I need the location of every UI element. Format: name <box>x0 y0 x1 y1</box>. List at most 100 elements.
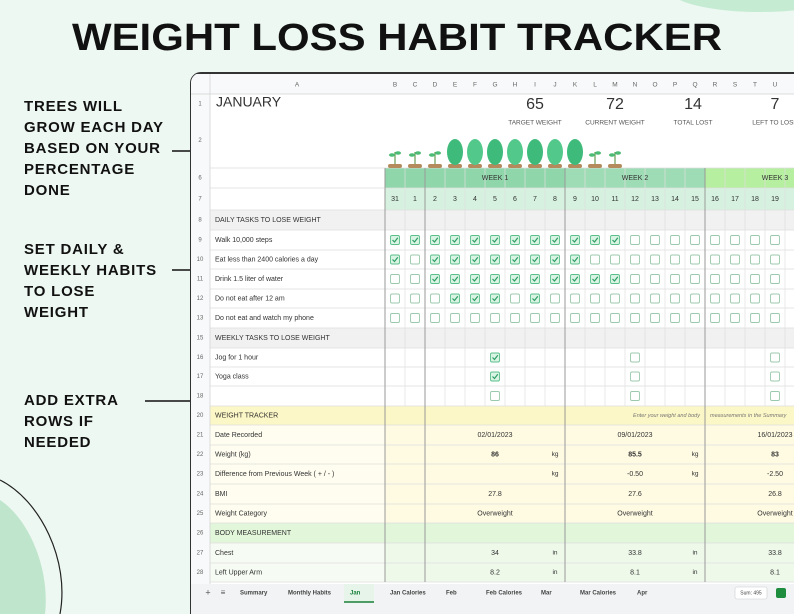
cell-value: 27.8 <box>488 491 502 498</box>
callout-line: GROW EACH DAY <box>24 119 164 136</box>
column-letter: I <box>534 82 536 89</box>
column-letter: J <box>553 82 556 89</box>
section-band <box>210 210 794 230</box>
column-letter: P <box>673 82 677 89</box>
checkbox <box>570 235 580 245</box>
checkmark <box>612 276 619 282</box>
column-letter: K <box>573 82 578 89</box>
checkbox <box>530 235 540 245</box>
soil <box>408 164 422 168</box>
stat-value: 14 <box>684 96 702 113</box>
cell-value: Overweight <box>477 510 512 517</box>
soil <box>528 164 542 168</box>
day-number: 4 <box>473 196 477 203</box>
row-band <box>210 504 385 523</box>
checkbox <box>590 274 600 284</box>
day-number: 16 <box>711 196 719 203</box>
sheet-tab: Apr <box>637 591 648 597</box>
cell-unit: in <box>552 550 557 557</box>
stat-value: 72 <box>606 96 624 113</box>
tree-crown <box>527 139 543 165</box>
checkmark <box>532 237 539 243</box>
callout-line: NEEDED <box>24 434 91 451</box>
sapling-leaf <box>435 151 441 155</box>
decor-blob <box>679 0 794 12</box>
cell-unit: in <box>692 550 697 557</box>
checkbox <box>770 371 780 382</box>
day-number: 8 <box>553 196 557 203</box>
checkbox <box>650 274 660 284</box>
row-band <box>385 504 794 523</box>
checkbox <box>630 254 640 265</box>
stat-label: CURRENT WEIGHT <box>585 120 644 127</box>
column-letter: R <box>713 82 718 89</box>
column-letter: O <box>652 82 657 89</box>
checkmark <box>512 276 519 282</box>
tab-bar <box>191 584 794 614</box>
tree-crown <box>547 139 563 165</box>
checkbox <box>670 274 680 284</box>
sapling-leaf <box>429 153 435 157</box>
checkbox <box>510 254 520 265</box>
row-band <box>385 445 794 464</box>
checkbox <box>630 371 640 382</box>
checkmark <box>532 276 539 282</box>
checkbox <box>670 254 680 265</box>
explore-icon <box>776 588 786 598</box>
row-number: 23 <box>197 472 204 478</box>
checkbox <box>470 254 480 265</box>
column-letter: U <box>773 82 778 89</box>
cell-value: 09/01/2023 <box>617 432 652 439</box>
add-sheet-icon: + <box>205 587 210 597</box>
section-header: DAILY TASKS TO LOSE WEIGHT <box>215 217 322 224</box>
tree-crown <box>447 139 463 165</box>
task-label: Walk 10,000 steps <box>215 237 273 244</box>
stat-value: 7 <box>771 96 780 113</box>
callout-line: WEIGHT <box>24 304 89 321</box>
checkbox <box>410 254 420 265</box>
day-number: 6 <box>513 196 517 203</box>
day-number: 1 <box>413 196 417 203</box>
checkbox <box>710 235 720 245</box>
row-label: BMI <box>215 491 228 498</box>
checkbox <box>650 313 660 323</box>
cell-value: 33.8 <box>628 550 642 557</box>
sapling-leaf <box>595 151 601 155</box>
checkbox <box>630 313 640 323</box>
row-number: 18 <box>197 394 204 400</box>
day-number: 9 <box>573 196 577 203</box>
cell-value: Overweight <box>757 510 792 517</box>
cell-value: 8.1 <box>630 569 640 576</box>
cell-value: 8.1 <box>770 569 780 576</box>
checkbox <box>730 254 740 265</box>
checkbox <box>770 391 780 401</box>
cell-value: -0.50 <box>627 471 643 478</box>
column-header-bar <box>191 74 794 94</box>
row-number: 11 <box>197 277 204 283</box>
row-number: 22 <box>197 452 204 458</box>
row-number: 15 <box>197 336 204 342</box>
row-number: 28 <box>197 570 204 576</box>
checkbox <box>590 313 600 323</box>
checkmark <box>492 354 499 361</box>
sheet-tab: Summary <box>240 591 268 597</box>
cell-unit: kg <box>692 451 699 458</box>
checkmark <box>392 256 399 263</box>
checkmark <box>512 256 519 263</box>
checkbox <box>490 371 500 382</box>
cell-value: 33.8 <box>768 550 782 557</box>
checkmark <box>572 237 579 243</box>
checkmark <box>452 237 459 243</box>
sapling-leaf <box>389 153 395 157</box>
checkbox <box>770 254 780 265</box>
checkbox <box>490 254 500 265</box>
task-label: Eat less than 2400 calories a day <box>215 256 319 263</box>
sum-label: Sum: 495 <box>740 590 762 596</box>
sheet-tab: Jan <box>350 591 361 597</box>
sheet-tab: Mar Calories <box>580 591 617 597</box>
section-header: WEEKLY TASKS TO LOSE WEIGHT <box>215 335 330 342</box>
checkbox <box>650 254 660 265</box>
tree-crown <box>487 139 503 165</box>
checkbox <box>630 352 640 363</box>
sapling-leaf <box>589 153 595 157</box>
